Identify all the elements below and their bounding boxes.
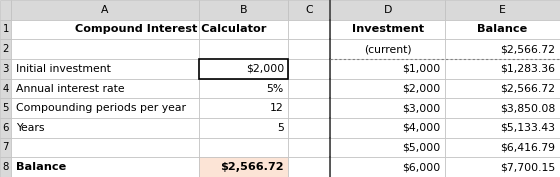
Text: $2,000: $2,000 (246, 64, 284, 74)
Bar (445, 59, 560, 79)
Bar (11, 79, 199, 98)
Text: $6,416.79: $6,416.79 (501, 142, 556, 153)
Bar (288, 98, 330, 118)
Text: Compound Interest Calculator: Compound Interest Calculator (75, 24, 267, 35)
Text: Annual interest rate: Annual interest rate (16, 84, 124, 93)
Text: Compounding periods per year: Compounding periods per year (16, 103, 186, 113)
Text: 4: 4 (2, 84, 9, 93)
Text: Investment: Investment (352, 24, 424, 35)
Bar (199, 138, 288, 157)
Text: Years: Years (16, 123, 44, 133)
Bar (288, 138, 330, 157)
Bar (199, 39, 288, 59)
Bar (330, 39, 445, 59)
Bar (199, 98, 288, 118)
Bar (0, 0, 11, 20)
Text: 5: 5 (277, 123, 284, 133)
Bar (330, 79, 445, 98)
Text: $2,566.72: $2,566.72 (501, 44, 556, 54)
Text: $7,700.15: $7,700.15 (500, 162, 556, 172)
Bar (330, 59, 445, 79)
Text: C: C (306, 5, 313, 15)
Bar (0, 20, 11, 39)
Text: 1: 1 (2, 24, 9, 35)
Bar (288, 59, 330, 79)
Text: Balance: Balance (16, 162, 66, 172)
Bar (0, 39, 11, 59)
Bar (11, 118, 199, 138)
Bar (330, 138, 445, 157)
Bar (288, 79, 330, 98)
Bar (199, 157, 288, 177)
Text: 3: 3 (2, 64, 9, 74)
Text: $4,000: $4,000 (403, 123, 441, 133)
Text: 12: 12 (270, 103, 284, 113)
Text: $6,000: $6,000 (403, 162, 441, 172)
Bar (330, 98, 445, 118)
Bar (199, 59, 288, 79)
Text: E: E (499, 5, 506, 15)
Bar (199, 59, 288, 79)
Bar (288, 20, 330, 39)
Bar (0, 138, 11, 157)
Bar (445, 138, 560, 157)
Bar (0, 118, 11, 138)
Bar (445, 118, 560, 138)
Bar (288, 0, 330, 20)
Text: $5,000: $5,000 (403, 142, 441, 153)
Bar (0, 157, 11, 177)
Text: A: A (101, 5, 109, 15)
Bar (445, 20, 560, 39)
Bar (330, 0, 445, 20)
Bar (288, 118, 330, 138)
Text: B: B (240, 5, 248, 15)
Text: 5%: 5% (267, 84, 284, 93)
Bar (11, 20, 199, 39)
Text: $2,000: $2,000 (403, 84, 441, 93)
Text: (current): (current) (364, 44, 412, 54)
Bar (288, 39, 330, 59)
Bar (330, 157, 445, 177)
Bar (199, 0, 288, 20)
Text: 2: 2 (2, 44, 9, 54)
Text: $5,133.43: $5,133.43 (501, 123, 556, 133)
Bar (11, 157, 199, 177)
Bar (0, 79, 11, 98)
Bar (11, 138, 199, 157)
Bar (11, 98, 199, 118)
Bar (11, 59, 199, 79)
Text: $3,850.08: $3,850.08 (500, 103, 556, 113)
Bar (330, 20, 445, 39)
Bar (0, 59, 11, 79)
Text: $1,000: $1,000 (403, 64, 441, 74)
Bar (11, 39, 199, 59)
Text: $3,000: $3,000 (403, 103, 441, 113)
Bar (199, 20, 288, 39)
Bar (199, 79, 288, 98)
Text: 8: 8 (2, 162, 9, 172)
Text: $2,566.72: $2,566.72 (501, 84, 556, 93)
Text: 5: 5 (2, 103, 9, 113)
Text: $2,566.72: $2,566.72 (220, 162, 284, 172)
Bar (288, 157, 330, 177)
Bar (445, 79, 560, 98)
Bar (445, 157, 560, 177)
Bar (445, 98, 560, 118)
Bar (330, 118, 445, 138)
Text: $1,283.36: $1,283.36 (501, 64, 556, 74)
Bar (445, 0, 560, 20)
Bar (0, 98, 11, 118)
Text: Initial investment: Initial investment (16, 64, 110, 74)
Text: Balance: Balance (478, 24, 528, 35)
Text: 6: 6 (2, 123, 9, 133)
Text: 7: 7 (2, 142, 9, 153)
Text: D: D (384, 5, 392, 15)
Bar (11, 0, 199, 20)
Bar (199, 118, 288, 138)
Bar (445, 39, 560, 59)
